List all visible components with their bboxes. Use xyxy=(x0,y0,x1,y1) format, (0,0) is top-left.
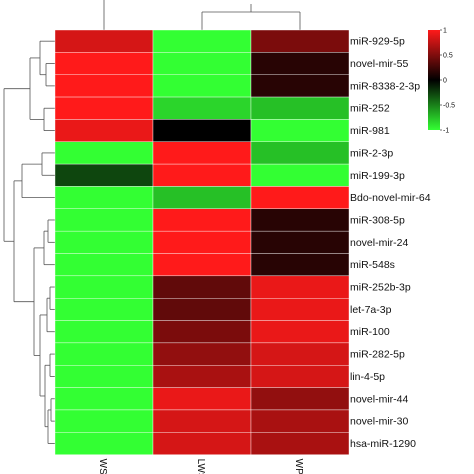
heatmap-cell xyxy=(152,342,252,366)
heatmap-cell xyxy=(250,96,350,120)
row-dendrogram xyxy=(3,40,55,444)
row-label: miR-199-3p xyxy=(350,170,405,182)
row-label: novel-mir-44 xyxy=(350,393,409,405)
heatmap-cell xyxy=(152,52,252,75)
heatmap-cell xyxy=(250,387,350,411)
heatmap-cell xyxy=(54,52,154,75)
row-labels: miR-929-5p novel-mir-55 miR-8338-2-3p miR-2… xyxy=(350,36,431,450)
heatmap-cell xyxy=(250,275,350,299)
heatmap-cell xyxy=(152,96,252,120)
heatmap-cell xyxy=(250,119,350,142)
heatmap-cell xyxy=(54,29,154,53)
heatmap-cell xyxy=(54,320,154,344)
row-label: miR-252 xyxy=(350,103,390,115)
heatmap-cell xyxy=(54,186,154,209)
heatmap-cell xyxy=(152,365,252,388)
heatmap-cell xyxy=(250,74,350,98)
heatmap-cell xyxy=(250,365,350,388)
heatmap-cell xyxy=(250,29,350,53)
color-legend: 1 0.5 0 -0.5 -1 xyxy=(428,28,455,135)
heatmap-cell xyxy=(250,320,350,344)
row-label: miR-100 xyxy=(350,326,390,338)
heatmap-cell xyxy=(54,342,154,366)
row-label: hsa-miR-1290 xyxy=(350,438,416,450)
heatmap-cell xyxy=(250,163,350,187)
heatmap-cell xyxy=(250,208,350,232)
heatmap-cell xyxy=(54,96,154,120)
heatmap-cell xyxy=(152,253,252,277)
heatmap-cell xyxy=(250,230,350,254)
heatmap-cell xyxy=(152,29,252,53)
row-label: Bdo-novel-mir-64 xyxy=(350,192,431,204)
heatmap-cell xyxy=(152,275,252,299)
row-label: miR-8338-2-3p xyxy=(350,80,420,92)
row-label: lin-4-5p xyxy=(350,371,385,383)
heatmap-cell xyxy=(152,74,252,98)
heatmap-cell xyxy=(54,163,154,187)
row-label: miR-981 xyxy=(350,125,390,137)
column-label: WPS xyxy=(293,459,304,474)
row-label: miR-2-3p xyxy=(350,147,393,159)
legend-tick-label: -0.5 xyxy=(443,103,455,110)
column-dendrogram xyxy=(103,0,301,30)
heatmap-cell xyxy=(54,74,154,98)
heatmap-cell xyxy=(250,432,350,455)
column-label: LWS xyxy=(195,459,206,474)
heatmap-cell xyxy=(250,298,350,321)
heatmap-cell xyxy=(250,141,350,165)
heatmap-cell xyxy=(152,141,252,165)
row-label: novel-mir-24 xyxy=(350,237,409,249)
row-label: let-7a-3p xyxy=(350,304,392,316)
row-label: miR-252b-3p xyxy=(350,282,411,294)
heatmap-cell xyxy=(54,298,154,321)
heatmap-cells xyxy=(54,29,350,455)
heatmap-cell xyxy=(152,387,252,411)
row-label: miR-308-5p xyxy=(350,214,405,226)
row-label: novel-mir-30 xyxy=(350,416,409,428)
heatmap-cell xyxy=(54,275,154,299)
legend-tick-label: 1 xyxy=(443,28,447,35)
heatmap-cell xyxy=(152,119,252,142)
heatmap-cell xyxy=(152,298,252,321)
legend-color-bar xyxy=(428,30,440,130)
heatmap-cell xyxy=(152,409,252,433)
row-label: miR-929-5p xyxy=(350,36,405,48)
heatmap-cell xyxy=(54,387,154,411)
row-label: novel-mir-55 xyxy=(350,58,409,70)
column-labels: WS LWS WPS xyxy=(97,459,304,474)
heatmap-cell xyxy=(250,186,350,209)
heatmap-cell xyxy=(54,230,154,254)
heatmap-cell xyxy=(54,141,154,165)
heatmap-cell xyxy=(152,320,252,344)
heatmap-cell xyxy=(250,409,350,433)
heatmap-cell xyxy=(152,208,252,232)
heatmap-cell xyxy=(54,253,154,277)
heatmap-cell xyxy=(54,119,154,142)
column-label: WS xyxy=(97,459,108,474)
legend-tick-label: 0 xyxy=(443,78,447,85)
heatmap-cell xyxy=(250,253,350,277)
legend-tick-label: 0.5 xyxy=(443,53,453,60)
heatmap-cell xyxy=(152,163,252,187)
legend-tick-label: -1 xyxy=(443,128,449,135)
heatmap-cell xyxy=(54,432,154,455)
heatmap-cell xyxy=(250,52,350,75)
heatmap-cell xyxy=(152,432,252,455)
row-label: miR-282-5p xyxy=(350,349,405,361)
heatmap-cell xyxy=(54,409,154,433)
row-label: miR-548s xyxy=(350,259,395,271)
heatmap-cell xyxy=(54,365,154,388)
heatmap-cell xyxy=(250,342,350,366)
heatmap-cell xyxy=(152,230,252,254)
heatmap-cell xyxy=(54,208,154,232)
heatmap-cell xyxy=(152,186,252,209)
